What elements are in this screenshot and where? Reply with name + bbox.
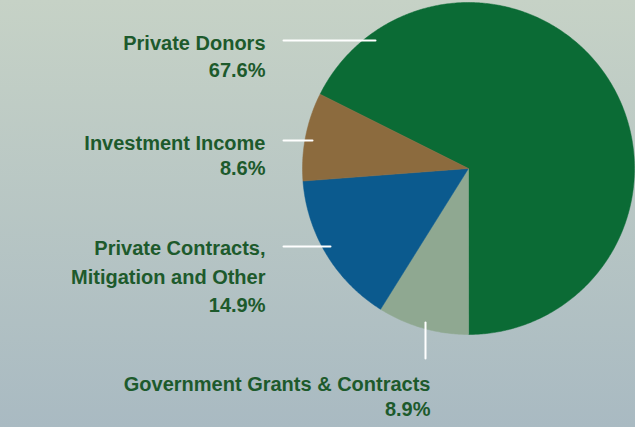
svg-text:14.9%: 14.9%: [209, 294, 266, 316]
svg-text:Private Contracts,Mitigation a: Private Contracts,Mitigation and Other: [71, 237, 266, 288]
svg-text:Private Donors: Private Donors: [123, 32, 265, 54]
svg-text:8.9%: 8.9%: [385, 398, 431, 420]
svg-text:Investment Income: Investment Income: [84, 132, 265, 154]
svg-text:Government Grants & Contracts: Government Grants & Contracts: [124, 373, 431, 395]
svg-text:67.6%: 67.6%: [209, 59, 266, 81]
svg-text:8.6%: 8.6%: [220, 157, 266, 179]
